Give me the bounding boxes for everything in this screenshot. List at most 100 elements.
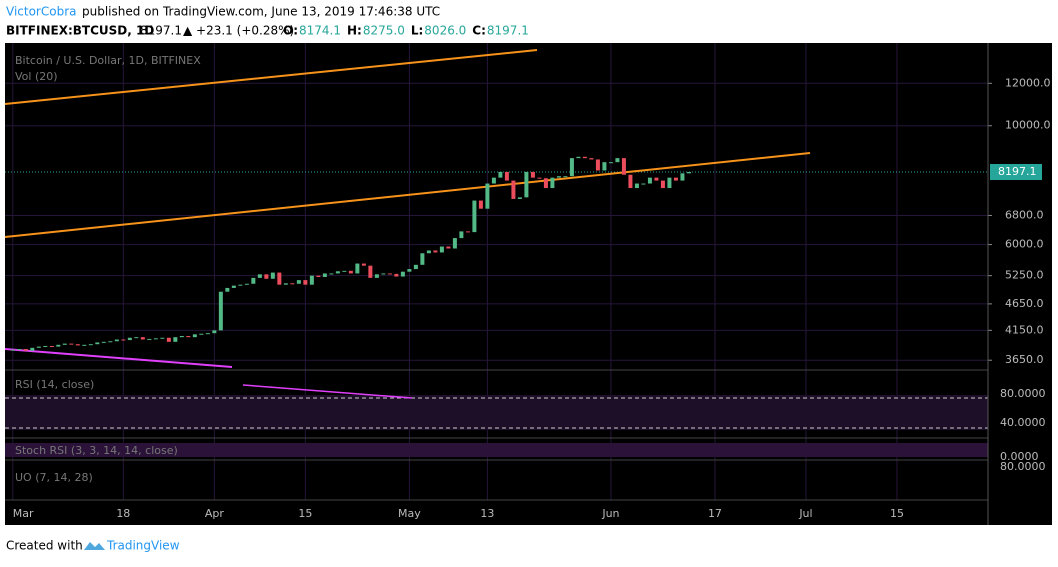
stoch-band: [5, 443, 988, 457]
x-tick-label: May: [398, 507, 421, 520]
y-tick-label: 12000.0: [1005, 76, 1051, 89]
candle: [660, 180, 665, 189]
ohlc-label: H:: [347, 24, 362, 38]
candle: [413, 264, 418, 270]
candle: [277, 272, 282, 285]
ohlc-value: 8275.0: [363, 24, 405, 38]
x-tick-label: 15: [298, 507, 312, 520]
candle: [647, 177, 652, 184]
candle: [270, 272, 275, 279]
candle: [426, 250, 431, 254]
candle: [491, 177, 496, 184]
candle: [556, 176, 561, 178]
candle: [478, 200, 483, 209]
ohlc-value: 8026.0: [424, 24, 466, 38]
y-tick-label: 6800.0: [1005, 208, 1044, 221]
x-tick-label: Jul: [798, 507, 812, 520]
x-tick-label: Jun: [601, 507, 619, 520]
candle: [212, 330, 217, 334]
candle: [283, 283, 288, 285]
last-price-tag: [990, 163, 1042, 180]
candle: [309, 275, 314, 285]
candle: [472, 200, 477, 233]
candle: [543, 178, 548, 189]
candle: [667, 177, 672, 189]
candle: [36, 346, 41, 348]
stoch-tick: 0.0000: [1000, 450, 1039, 463]
candle: [621, 158, 626, 175]
candle: [192, 334, 197, 338]
brand[interactable]: TradingView: [106, 539, 180, 553]
last-price: 8197.1: [140, 24, 182, 38]
symbol: BITFINEX:BTCUSD, 1D: [6, 24, 154, 38]
candle: [595, 159, 600, 171]
candle: [316, 275, 321, 277]
candle: [23, 349, 28, 351]
candle: [140, 337, 145, 340]
candle: [498, 171, 503, 178]
candle: [615, 158, 620, 163]
x-tick-label: 15: [890, 507, 904, 520]
ohlc-value: 8174.1: [299, 24, 341, 38]
ohlc: O: 8174.1 H: 8275.0 L: 8026.0 C: 8197.1: [283, 24, 529, 38]
candle: [121, 339, 126, 341]
candle: [654, 177, 659, 181]
uo-tick: 80.0000: [1000, 460, 1046, 473]
rsi-tick: 80.0000: [1000, 387, 1046, 400]
candle: [589, 158, 594, 160]
y-tick-label: 5250.0: [1005, 269, 1044, 282]
candle: [160, 337, 165, 339]
candle: [368, 265, 373, 278]
candle: [680, 173, 685, 181]
candle: [452, 238, 457, 249]
indicator-label: RSI (14, close): [15, 378, 94, 391]
candle: [459, 231, 464, 239]
candle: [465, 231, 470, 233]
last-price-label: 8197.1: [998, 165, 1037, 178]
candle: [49, 346, 54, 348]
candle: [433, 250, 438, 253]
candle: [218, 291, 223, 331]
candle: [205, 333, 210, 335]
candle: [608, 162, 613, 164]
y-tick-label: 6000.0: [1005, 238, 1044, 251]
candle: [10, 349, 15, 351]
x-tick-label: Apr: [205, 507, 225, 520]
footer: Created with: [6, 539, 83, 553]
brand-logo: [84, 542, 105, 550]
channel-top: [4, 49, 538, 105]
volume-label: Vol (20): [15, 70, 58, 83]
candle: [17, 349, 22, 351]
candle: [127, 337, 132, 341]
candle: [101, 341, 106, 343]
candle: [686, 171, 691, 174]
candle: [582, 156, 587, 159]
y-tick-label: 3650.0: [1005, 353, 1044, 366]
candle: [238, 284, 243, 286]
candle: [530, 171, 535, 178]
candle: [329, 273, 334, 275]
channel-bottom: [4, 152, 811, 238]
candle: [374, 274, 379, 278]
candles: [10, 156, 691, 351]
x-tick-label: Mar: [13, 507, 34, 520]
candle: [69, 343, 74, 345]
chart-title: Bitcoin / U.S. Dollar, 1D, BITFINEX: [15, 54, 201, 67]
candle: [641, 183, 646, 185]
candle: [673, 177, 678, 181]
candle: [290, 283, 295, 285]
candle: [394, 273, 399, 277]
candle: [504, 171, 509, 181]
candle: [179, 336, 184, 338]
candle: [231, 285, 236, 288]
ohlc-label: C:: [472, 24, 486, 38]
candle: [628, 174, 633, 189]
candle: [173, 337, 178, 342]
candle: [225, 287, 230, 292]
ohlc-label: L:: [411, 24, 423, 38]
ohlc-label: O:: [283, 24, 298, 38]
rsi-band: [5, 395, 988, 430]
author[interactable]: VictorCobra: [6, 5, 76, 19]
candle: [576, 156, 581, 159]
